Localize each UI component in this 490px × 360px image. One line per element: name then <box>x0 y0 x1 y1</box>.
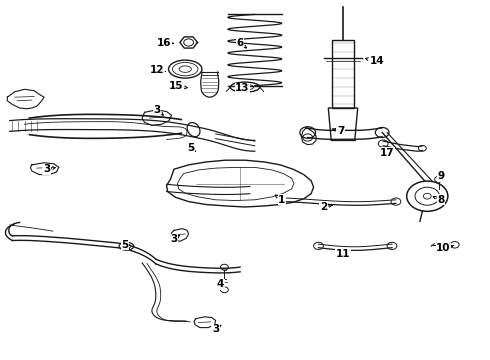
Text: 6: 6 <box>237 38 244 48</box>
Text: 16: 16 <box>157 38 172 48</box>
Text: 3: 3 <box>153 105 160 115</box>
Text: 13: 13 <box>235 83 250 93</box>
Text: 4: 4 <box>217 279 224 289</box>
Text: 8: 8 <box>438 195 444 205</box>
Text: 3: 3 <box>43 164 50 174</box>
Text: 5: 5 <box>122 240 128 250</box>
Text: 12: 12 <box>149 65 164 75</box>
Text: 2: 2 <box>320 202 327 212</box>
Text: 3: 3 <box>171 234 177 244</box>
Text: 1: 1 <box>278 195 285 205</box>
Text: 7: 7 <box>337 126 344 136</box>
Text: 14: 14 <box>370 56 385 66</box>
Text: 3: 3 <box>212 324 219 334</box>
Text: 15: 15 <box>169 81 184 91</box>
Text: 11: 11 <box>336 249 350 259</box>
Text: 10: 10 <box>436 243 451 253</box>
Text: 17: 17 <box>380 148 394 158</box>
Text: 5: 5 <box>188 143 195 153</box>
Text: 9: 9 <box>438 171 444 181</box>
